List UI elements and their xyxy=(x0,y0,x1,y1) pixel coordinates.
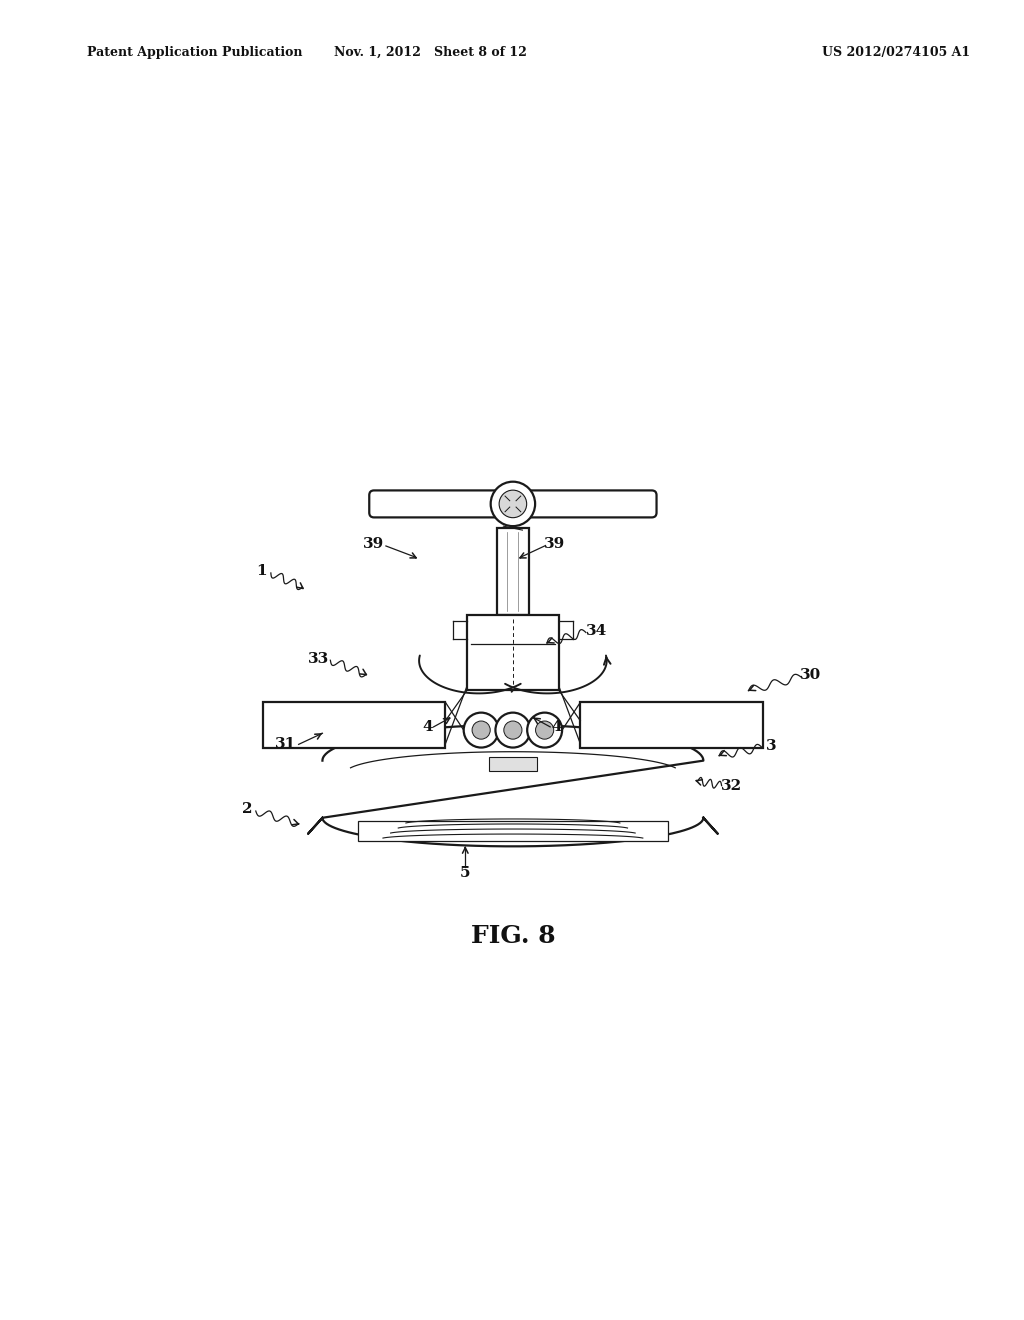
Text: 31: 31 xyxy=(274,738,296,751)
Bar xyxy=(581,702,763,748)
FancyBboxPatch shape xyxy=(370,491,656,517)
Bar xyxy=(263,702,445,748)
Circle shape xyxy=(504,721,522,739)
Bar xyxy=(497,528,528,615)
Bar xyxy=(467,615,559,690)
Circle shape xyxy=(472,721,490,739)
Text: 1: 1 xyxy=(256,565,266,578)
Circle shape xyxy=(536,721,554,739)
Text: 30: 30 xyxy=(800,668,821,681)
Bar xyxy=(489,756,537,771)
Text: 2: 2 xyxy=(242,803,252,817)
Text: 34: 34 xyxy=(586,624,607,638)
Text: 4: 4 xyxy=(423,719,433,734)
Bar xyxy=(358,821,668,841)
Text: Patent Application Publication: Patent Application Publication xyxy=(87,46,302,59)
Text: 32: 32 xyxy=(721,779,741,792)
Text: US 2012/0274105 A1: US 2012/0274105 A1 xyxy=(822,46,970,59)
Polygon shape xyxy=(323,725,703,846)
Text: 39: 39 xyxy=(364,537,385,550)
Text: Nov. 1, 2012   Sheet 8 of 12: Nov. 1, 2012 Sheet 8 of 12 xyxy=(334,46,526,59)
Text: 3: 3 xyxy=(766,739,776,752)
Circle shape xyxy=(499,490,526,517)
Text: 39: 39 xyxy=(545,537,565,550)
Circle shape xyxy=(527,713,562,747)
Text: 33: 33 xyxy=(308,652,329,665)
Circle shape xyxy=(490,482,536,527)
Text: 4: 4 xyxy=(551,719,562,734)
Text: FIG. 8: FIG. 8 xyxy=(471,924,555,949)
Circle shape xyxy=(464,713,499,747)
Text: 5: 5 xyxy=(460,866,471,880)
Circle shape xyxy=(496,713,530,747)
